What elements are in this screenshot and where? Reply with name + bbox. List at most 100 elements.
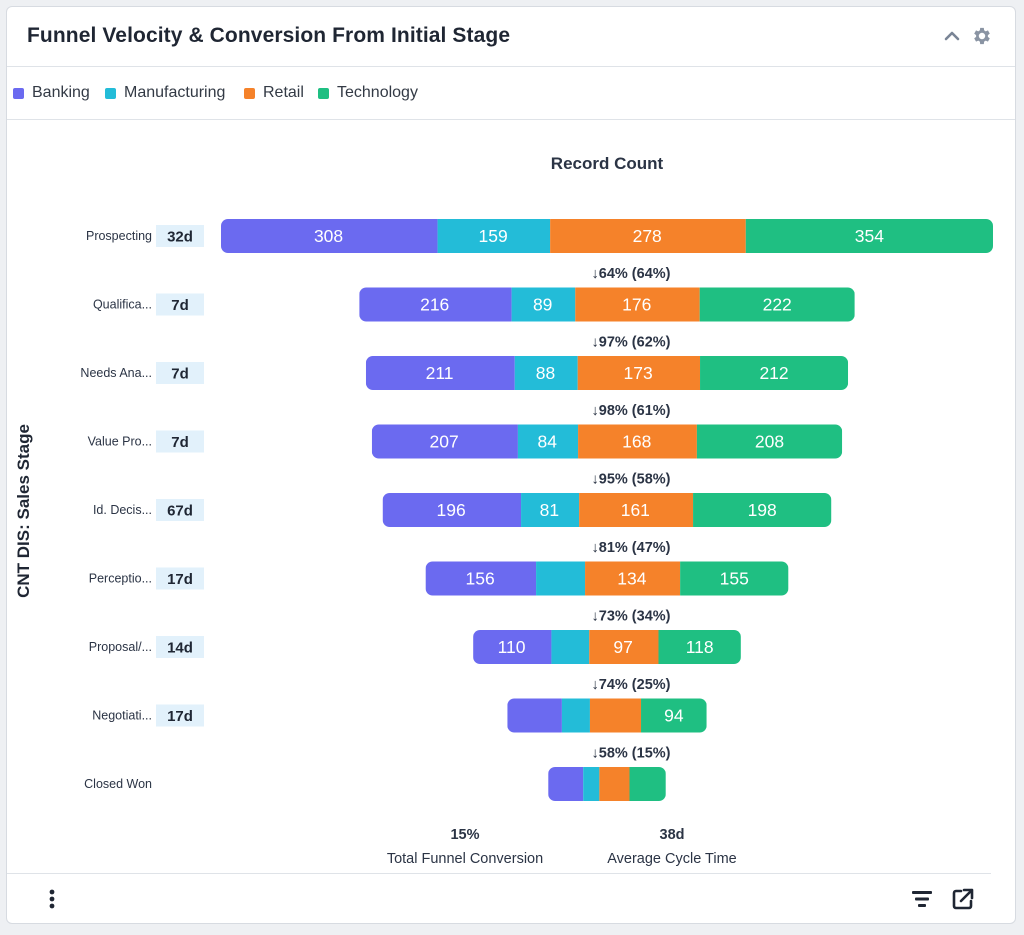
legend-label: Banking: [32, 84, 90, 101]
bar-value-label: 173: [624, 363, 653, 383]
bar-segment-technology: [641, 698, 707, 733]
stage-label: Prospecting: [86, 229, 152, 243]
bar-value-label: 88: [536, 363, 555, 383]
stage-label: Perceptio...: [89, 572, 152, 586]
duration-value: 7d: [171, 434, 189, 451]
bar-segment-retail: [575, 287, 700, 322]
bar-value-label: 94: [664, 706, 684, 726]
bar-value-label: 110: [498, 637, 526, 657]
bar-segment-technology: [629, 767, 666, 801]
duration-badge: [156, 430, 204, 453]
legend-item-banking[interactable]: Banking: [13, 84, 90, 102]
bar-segment-retail: [579, 493, 694, 527]
bar-value-label: 134: [617, 569, 646, 589]
duration-badge: [156, 293, 204, 316]
duration-badge: [156, 499, 204, 521]
bar-value-label: 84: [538, 432, 558, 452]
conversion-label: ↓58% (15%): [592, 746, 671, 762]
bar-segment-retail: [585, 561, 681, 596]
bar-segment-retail: [589, 698, 642, 733]
bar-value-label: 159: [479, 226, 508, 246]
bar-segment-manufacturing: [583, 767, 600, 801]
bar-value-label: 97: [613, 637, 632, 657]
bar-segment-banking: [382, 493, 522, 527]
bar-segment-technology: [745, 219, 993, 253]
conversion-label: ↓81% (47%): [592, 540, 671, 556]
bar-segment-banking: [371, 424, 518, 459]
conversion-label: ↓64% (64%): [592, 266, 671, 282]
stage-label: Closed Won: [84, 777, 152, 791]
card-title: Funnel Velocity & Conversion From Initia…: [27, 24, 511, 47]
duration-value: 32d: [167, 229, 193, 246]
legend-swatch: [13, 87, 24, 99]
legend-swatch: [105, 87, 116, 99]
duration-value: 7d: [171, 366, 189, 383]
bar-value-label: 89: [533, 295, 552, 315]
bar-segment-banking: [221, 219, 438, 253]
duration-badge: [156, 362, 204, 384]
duration-value: 17d: [167, 708, 193, 725]
bar-segment-manufacturing: [536, 561, 586, 596]
bar-segment-retail: [550, 219, 746, 253]
summary-label: Total Funnel Conversion: [387, 851, 543, 867]
card-header: Funnel Velocity & Conversion From Initia…: [7, 7, 1015, 67]
bar-value-label: 196: [437, 500, 466, 520]
chevron-up-icon[interactable]: [941, 25, 963, 47]
stage-label: Proposal/...: [89, 640, 152, 654]
bar-value-label: 278: [633, 226, 662, 246]
bar-segment-technology: [658, 630, 741, 664]
stage-label: Negotiati...: [92, 709, 152, 723]
gear-icon[interactable]: [971, 25, 993, 47]
external-link-icon[interactable]: [950, 886, 976, 912]
bar-value-label: 216: [420, 295, 449, 315]
bar-value-label: 118: [686, 637, 714, 657]
duration-badge: [156, 636, 204, 658]
legend-label: Manufacturing: [124, 84, 226, 101]
card-footer: [7, 873, 991, 923]
chart-title: Record Count: [551, 154, 664, 173]
stage-label: Id. Decis...: [93, 503, 152, 517]
summary-value: 15%: [450, 827, 479, 843]
filter-lines-icon[interactable]: [909, 886, 935, 912]
legend-item-manufacturing[interactable]: Manufacturing: [105, 84, 225, 102]
duration-badge: [156, 704, 204, 727]
bar-segment-retail: [599, 767, 630, 801]
bar-segment-manufacturing: [437, 219, 551, 253]
duration-value: 17d: [167, 571, 193, 588]
duration-value: 67d: [167, 503, 193, 520]
legend-swatch: [244, 87, 255, 99]
summary-value: 38d: [660, 827, 685, 843]
bar-segment-retail: [578, 424, 697, 459]
legend-item-technology[interactable]: Technology: [318, 84, 418, 102]
bar-segment-manufacturing: [517, 424, 579, 459]
bar-segment-banking: [507, 698, 562, 733]
bar-value-label: 176: [622, 295, 651, 315]
conversion-label: ↓95% (58%): [592, 472, 671, 488]
bar-value-label: 211: [426, 363, 454, 383]
funnel-card: Funnel Velocity & Conversion From Initia…: [6, 6, 1016, 924]
bar-segment-manufacturing: [514, 356, 578, 390]
more-vertical-icon[interactable]: [39, 886, 65, 912]
bar-segment-banking: [365, 356, 515, 390]
legend-item-retail[interactable]: Retail: [244, 84, 304, 102]
stage-label: Needs Ana...: [80, 366, 152, 380]
bar-value-label: 222: [763, 295, 792, 315]
y-axis-label: CNT DIS: Sales Stage: [14, 424, 33, 598]
chart-legend: Banking Manufacturing Retail Technology: [7, 67, 1015, 120]
bar-segment-banking: [548, 767, 584, 801]
bar-segment-manufacturing: [521, 493, 580, 527]
bar-segment-technology: [693, 493, 832, 527]
conversion-label: ↓97% (62%): [592, 335, 671, 351]
bar-segment-banking: [473, 630, 552, 664]
bar-segment-retail: [577, 356, 701, 390]
bar-value-label: 168: [622, 432, 651, 452]
summary-label: Average Cycle Time: [607, 851, 736, 867]
duration-value: 7d: [171, 297, 189, 314]
bar-segment-technology: [680, 561, 789, 596]
bar-segment-manufacturing: [551, 630, 590, 664]
bar-value-label: 308: [314, 226, 343, 246]
bar-segment-manufacturing: [561, 698, 590, 733]
funnel-chart: Record Count CNT DIS: Sales Stage Prospect…: [14, 154, 993, 867]
bar-value-label: 207: [430, 432, 459, 452]
bar-segment-technology: [696, 424, 843, 459]
